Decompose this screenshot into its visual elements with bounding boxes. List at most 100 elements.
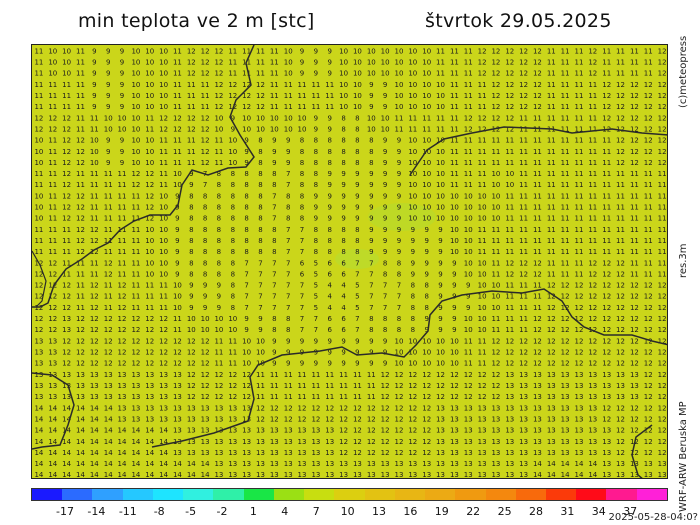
grid-value: 10	[145, 248, 154, 256]
grid-value: 6	[327, 259, 332, 267]
grid-value: 11	[62, 259, 71, 267]
grid-value: 13	[533, 438, 542, 446]
grid-value: 9	[300, 70, 304, 78]
grid-value: 11	[228, 337, 237, 345]
grid-value: 5	[314, 304, 318, 312]
grid-value: 11	[145, 125, 154, 133]
grid-value: 13	[588, 438, 597, 446]
grid-value: 8	[272, 326, 276, 334]
grid-value: 13	[602, 371, 611, 379]
grid-value: 13	[242, 471, 251, 479]
grid-value: 12	[298, 415, 307, 423]
grid-value: 12	[616, 103, 625, 111]
grid-value: 13	[76, 371, 85, 379]
grid-value: 10	[408, 47, 417, 55]
grid-value: 11	[367, 382, 376, 390]
grid-value: 12	[90, 349, 99, 357]
grid-value: 7	[272, 270, 276, 278]
grid-value: 9	[369, 337, 373, 345]
grid-value: 9	[383, 226, 387, 234]
grid-value: 11	[588, 237, 597, 245]
grid-value: 11	[464, 103, 473, 111]
grid-value: 11	[588, 204, 597, 212]
grid-value: 10	[242, 337, 251, 345]
grid-value: 13	[325, 427, 334, 435]
grid-value: 13	[408, 471, 417, 479]
grid-value: 12	[575, 304, 584, 312]
grid-value: 10	[408, 349, 417, 357]
grid-value: 10	[298, 125, 307, 133]
grid-value: 11	[478, 226, 487, 234]
grid-value: 12	[519, 47, 528, 55]
grid-value: 13	[533, 393, 542, 401]
grid-value: 11	[173, 137, 182, 145]
grid-value: 11	[491, 270, 500, 278]
grid-value: 12	[228, 92, 237, 100]
grid-value: 14	[131, 427, 140, 435]
grid-value: 9	[327, 181, 331, 189]
grid-value: 12	[464, 371, 473, 379]
grid-value: 13	[588, 404, 597, 412]
grid-value: 11	[630, 47, 639, 55]
grid-value: 11	[464, 137, 473, 145]
grid-value: 13	[131, 404, 140, 412]
grid-value: 12	[616, 159, 625, 167]
grid-value: 12	[616, 270, 625, 278]
grid-value: 9	[120, 103, 124, 111]
grid-value: 10	[214, 125, 223, 133]
grid-value: 14	[173, 460, 182, 468]
grid-value: 12	[145, 360, 154, 368]
grid-value: 12	[270, 415, 279, 423]
grid-value: 11	[298, 393, 307, 401]
grid-value: 12	[187, 371, 196, 379]
grid-value: 12	[630, 114, 639, 122]
grid-value: 10	[464, 326, 473, 334]
grid-value: 11	[630, 59, 639, 67]
grid-value: 11	[353, 382, 362, 390]
grid-value: 8	[217, 237, 221, 245]
grid-value: 10	[450, 337, 459, 345]
grid-value: 8	[258, 226, 262, 234]
grid-value: 11	[561, 204, 570, 212]
grid-value: 8	[424, 304, 428, 312]
grid-value: 12	[616, 304, 625, 312]
grid-value: 8	[369, 148, 373, 156]
grid-value: 10	[34, 192, 43, 200]
grid-value: 12	[201, 70, 210, 78]
grid-value: 11	[214, 360, 223, 368]
grid-value: 9	[175, 226, 179, 234]
grid-value: 11	[173, 47, 182, 55]
grid-value: 9	[300, 360, 304, 368]
grid-value: 11	[547, 81, 556, 89]
grid-value: 10	[478, 293, 487, 301]
grid-value: 12	[187, 114, 196, 122]
grid-value: 11	[62, 226, 71, 234]
grid-value: 11	[450, 181, 459, 189]
grid-value: 11	[298, 382, 307, 390]
grid-value: 9	[383, 192, 387, 200]
grid-value: 12	[422, 427, 431, 435]
grid-value: 11	[76, 181, 85, 189]
grid-value: 11	[76, 125, 85, 133]
grid-value: 12	[588, 270, 597, 278]
grid-value: 10	[339, 103, 348, 111]
grid-value: 11	[270, 59, 279, 67]
grid-value: 11	[491, 159, 500, 167]
grid-value: 9	[217, 282, 221, 290]
grid-value: 12	[242, 81, 251, 89]
grid-value: 12	[381, 393, 390, 401]
grid-value: 13	[422, 471, 431, 479]
grid-value: 12	[491, 114, 500, 122]
grid-value: 10	[353, 47, 362, 55]
grid-value: 10	[228, 159, 237, 167]
grid-value: 9	[286, 349, 290, 357]
forecast-date: štvrtok 29.05.2025	[425, 10, 612, 32]
grid-value: 12	[519, 70, 528, 78]
grid-value: 7	[286, 304, 290, 312]
grid-value: 12	[658, 304, 667, 312]
grid-value: 12	[505, 360, 514, 368]
grid-value: 12	[62, 204, 71, 212]
grid-value: 9	[369, 103, 373, 111]
grid-value: 9	[369, 237, 373, 245]
grid-value: 11	[533, 226, 542, 234]
